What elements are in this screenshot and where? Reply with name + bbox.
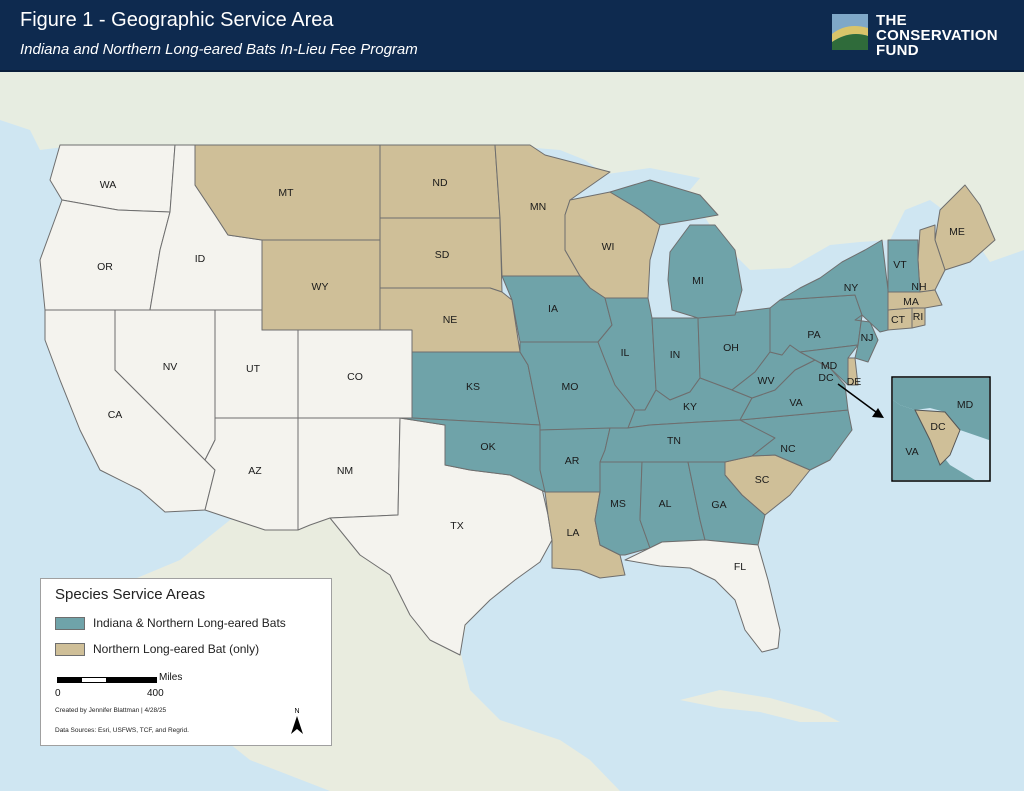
- svg-text:KS: KS: [466, 381, 480, 393]
- legend-label-both: Indiana & Northern Long-eared Bats: [93, 616, 286, 630]
- scale-units: Miles: [159, 672, 183, 683]
- svg-text:MD: MD: [957, 399, 974, 411]
- state-or: [39, 199, 171, 311]
- svg-text:MN: MN: [530, 201, 546, 213]
- svg-text:TN: TN: [667, 435, 681, 447]
- north-arrow-icon: N: [291, 708, 303, 734]
- svg-text:WI: WI: [602, 241, 615, 253]
- legend-label-nleb: Northern Long-eared Bat (only): [93, 642, 260, 656]
- state-vt: [887, 239, 921, 293]
- svg-text:N: N: [294, 708, 299, 715]
- svg-text:DE: DE: [847, 376, 862, 388]
- svg-text:GA: GA: [711, 499, 726, 511]
- cuba-land: [680, 690, 840, 722]
- svg-text:VA: VA: [905, 446, 918, 458]
- svg-text:NJ: NJ: [861, 332, 874, 344]
- svg-text:AR: AR: [565, 455, 580, 467]
- legend-swatch-nleb: [55, 643, 85, 656]
- svg-text:AZ: AZ: [248, 465, 262, 477]
- data-sources: Data Sources: Esri, USFWS, TCF, and Regr…: [55, 727, 189, 734]
- svg-text:SD: SD: [435, 249, 450, 261]
- map-credit: Created by Jennifer Blattman | 4/28/25: [55, 707, 167, 714]
- canada-land: [0, 72, 1024, 270]
- svg-text:MS: MS: [610, 498, 626, 510]
- svg-text:CO: CO: [347, 371, 363, 383]
- svg-text:NV: NV: [163, 361, 178, 373]
- svg-text:UT: UT: [246, 363, 261, 375]
- svg-text:SC: SC: [755, 474, 770, 486]
- svg-text:ND: ND: [432, 177, 448, 189]
- svg-text:OR: OR: [97, 261, 113, 273]
- us-map: WA OR CA ID NV UT AZ MT WY CO NM ND SD N…: [0, 72, 1024, 791]
- state-ga: [687, 461, 766, 546]
- svg-text:DC: DC: [818, 372, 834, 384]
- state-ri: [911, 307, 926, 329]
- svg-text:TX: TX: [450, 520, 463, 532]
- state-mi: [667, 224, 743, 319]
- svg-text:WA: WA: [100, 179, 117, 191]
- svg-text:OH: OH: [723, 342, 739, 354]
- svg-text:WY: WY: [312, 281, 329, 293]
- svg-text:RI: RI: [913, 311, 924, 323]
- svg-text:IL: IL: [621, 347, 630, 359]
- svg-text:NC: NC: [780, 443, 796, 455]
- svg-text:VT: VT: [893, 259, 907, 271]
- state-mi-up: [609, 179, 719, 226]
- svg-text:ME: ME: [949, 226, 965, 238]
- map-subtitle: Indiana and Northern Long-eared Bats In-…: [20, 41, 418, 58]
- svg-text:MI: MI: [692, 275, 704, 287]
- svg-text:WV: WV: [758, 375, 775, 387]
- svg-text:FL: FL: [734, 561, 746, 573]
- state-ny: [779, 239, 889, 333]
- svg-text:NE: NE: [443, 314, 458, 326]
- scale-max: 400: [147, 688, 164, 699]
- state-labels: WA OR CA ID NV UT AZ MT WY CO NM ND SD N…: [97, 177, 965, 573]
- svg-text:CT: CT: [891, 314, 906, 326]
- map-title: Figure 1 - Geographic Service Area: [20, 9, 334, 31]
- legend-title: Species Service Areas: [55, 586, 206, 603]
- legend-swatch-both: [55, 617, 85, 630]
- svg-text:NY: NY: [844, 282, 859, 294]
- svg-text:MD: MD: [821, 360, 838, 372]
- svg-text:IA: IA: [548, 303, 558, 315]
- state-fl: [624, 539, 781, 653]
- state-nj: [854, 314, 879, 363]
- svg-text:CA: CA: [108, 409, 123, 421]
- scale-zero: 0: [55, 688, 61, 699]
- svg-text:DC: DC: [930, 421, 946, 433]
- svg-text:ID: ID: [195, 253, 206, 265]
- svg-text:NM: NM: [337, 465, 353, 477]
- svg-text:PA: PA: [807, 329, 820, 341]
- dc-inset: MD DC VA: [891, 376, 991, 482]
- svg-text:LA: LA: [567, 527, 580, 539]
- svg-text:AL: AL: [659, 498, 672, 510]
- inset-arrow: [837, 383, 881, 416]
- svg-text:OK: OK: [480, 441, 495, 453]
- svg-text:MO: MO: [562, 381, 579, 393]
- legend-panel: Species Service Areas Indiana & Northern…: [40, 578, 332, 746]
- map-header: Figure 1 - Geographic Service Area India…: [0, 0, 1024, 72]
- inset-arrowhead: [872, 408, 884, 418]
- state-ok: [399, 417, 546, 493]
- logo-text: THE CONSERVATION FUND: [876, 12, 998, 59]
- svg-text:MT: MT: [278, 187, 294, 199]
- svg-text:IN: IN: [670, 349, 681, 361]
- logo-mark-icon: [832, 14, 868, 50]
- svg-text:VA: VA: [789, 397, 802, 409]
- svg-text:KY: KY: [683, 401, 697, 413]
- svg-text:MA: MA: [903, 296, 919, 308]
- scale-bar: [57, 677, 157, 683]
- svg-text:NH: NH: [911, 281, 926, 293]
- conservation-fund-logo: THE CONSERVATION FUND: [832, 12, 1012, 60]
